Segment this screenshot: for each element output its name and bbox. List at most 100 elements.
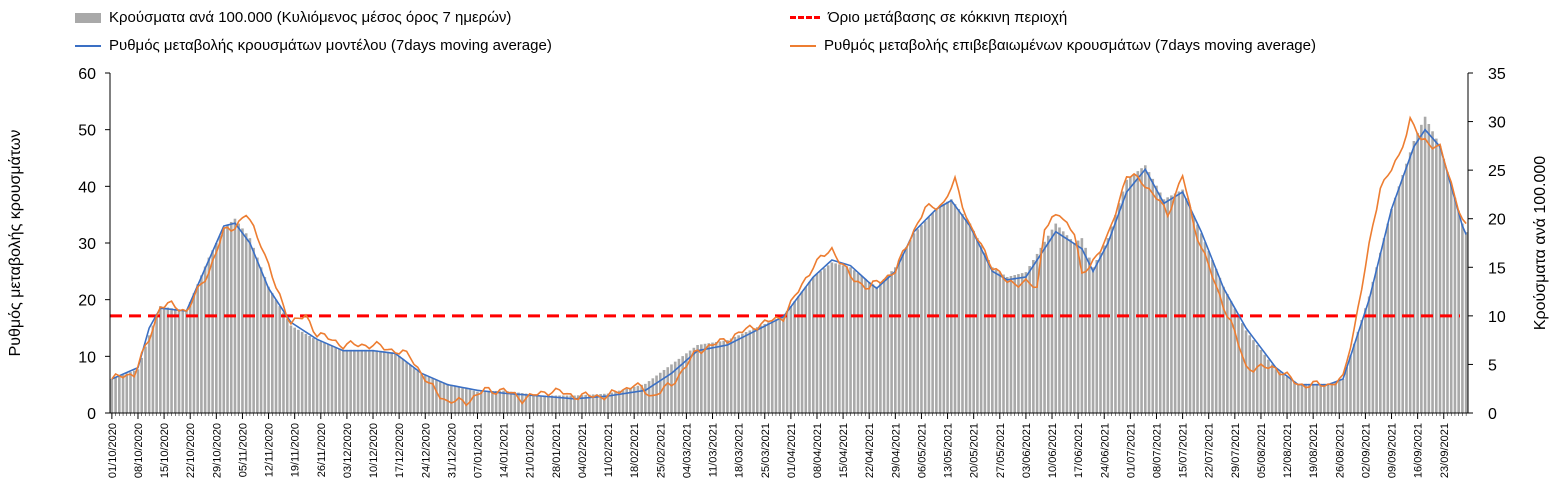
bar — [1181, 189, 1184, 413]
bar — [423, 375, 427, 413]
bar — [528, 394, 532, 413]
bar — [446, 383, 449, 413]
bar — [129, 372, 132, 413]
x-tick-label: 02/09/2021 — [1360, 423, 1372, 478]
bar — [1143, 165, 1147, 413]
bar — [644, 383, 647, 413]
bar — [554, 395, 558, 413]
bar — [778, 317, 781, 413]
bar — [1233, 308, 1237, 413]
bar — [1207, 251, 1211, 413]
bar — [382, 351, 386, 413]
bar — [431, 378, 435, 413]
y2-axis-title: Κρούσματα ανά 100.000 — [1532, 156, 1549, 330]
bar — [457, 386, 461, 413]
bar — [151, 325, 155, 413]
bar — [1337, 380, 1341, 413]
bar — [196, 284, 199, 413]
bar — [957, 209, 961, 413]
bar — [1121, 191, 1125, 413]
bar — [1050, 229, 1054, 413]
bar — [147, 335, 151, 413]
bar — [595, 394, 599, 413]
bar — [1073, 243, 1076, 413]
bar — [1222, 286, 1225, 413]
bar — [386, 351, 390, 413]
bar — [1091, 267, 1095, 413]
bar — [360, 349, 364, 413]
bar — [938, 206, 942, 413]
x-tick-label: 28/01/2021 — [551, 423, 563, 478]
bar — [953, 204, 957, 413]
bar — [901, 253, 905, 413]
bar — [875, 286, 878, 413]
bar — [252, 247, 255, 413]
bar — [774, 319, 778, 413]
x-tick-label: 15/10/2020 — [159, 423, 171, 478]
bar — [200, 275, 203, 413]
bar — [722, 340, 726, 413]
bar — [479, 391, 483, 413]
bar — [1185, 198, 1188, 413]
bar — [1043, 241, 1046, 413]
bar — [1453, 197, 1457, 413]
bar — [935, 209, 938, 413]
bar — [688, 350, 692, 413]
bar — [894, 267, 897, 413]
y2-tick-label: 35 — [1488, 66, 1506, 83]
bar — [1013, 275, 1017, 413]
bar — [162, 306, 166, 413]
bar — [711, 342, 714, 413]
bar — [229, 221, 233, 413]
bar — [110, 379, 114, 413]
bar — [1308, 383, 1311, 413]
bar — [897, 260, 901, 413]
bar — [1382, 238, 1386, 413]
bar — [789, 306, 793, 413]
bar — [1446, 171, 1449, 413]
bar — [647, 381, 651, 413]
bar — [237, 223, 241, 413]
bar — [1416, 132, 1419, 413]
bar — [923, 221, 927, 413]
bar — [1326, 383, 1330, 413]
bar — [1214, 268, 1218, 413]
bar — [1375, 267, 1378, 413]
legend-confirmed-swatch — [790, 44, 816, 47]
bar — [942, 204, 946, 413]
bar — [670, 364, 673, 413]
bar — [1341, 379, 1345, 413]
bar — [908, 240, 912, 413]
bar — [1136, 171, 1140, 413]
x-tick-label: 22/10/2020 — [185, 423, 197, 478]
bar — [759, 325, 763, 413]
bar — [565, 395, 569, 413]
bar — [920, 225, 923, 413]
y-tick-label: 30 — [78, 236, 96, 253]
bar — [491, 391, 494, 413]
legend-bar-swatch — [75, 12, 101, 23]
bar — [1244, 330, 1248, 413]
bar — [394, 352, 397, 413]
bar — [617, 390, 621, 413]
bar — [1393, 197, 1397, 413]
bar — [763, 323, 767, 413]
legend-bars-label: Κρούσματα ανά 100.000 (Κυλιόμενος μέσος … — [109, 9, 512, 26]
bar — [569, 395, 573, 413]
bar — [371, 349, 375, 413]
bar — [1020, 273, 1024, 413]
x-tick-label: 19/11/2020 — [290, 423, 302, 477]
bar — [453, 385, 457, 413]
bar — [1278, 371, 1281, 413]
bar — [886, 275, 890, 413]
y-tick-label: 10 — [78, 349, 96, 366]
bar — [841, 265, 845, 413]
bar — [1304, 383, 1308, 413]
x-tick-label: 13/05/2021 — [943, 423, 955, 478]
x-tick-label: 24/06/2021 — [1099, 423, 1111, 478]
labels-layer: 0 10 20 30 40 50 60 0 5 10 15 20 25 30 35 01/10/2020 08/… — [7, 66, 1549, 478]
bar — [752, 328, 755, 413]
bar — [547, 395, 550, 413]
bar — [819, 271, 823, 413]
bar — [334, 347, 338, 413]
